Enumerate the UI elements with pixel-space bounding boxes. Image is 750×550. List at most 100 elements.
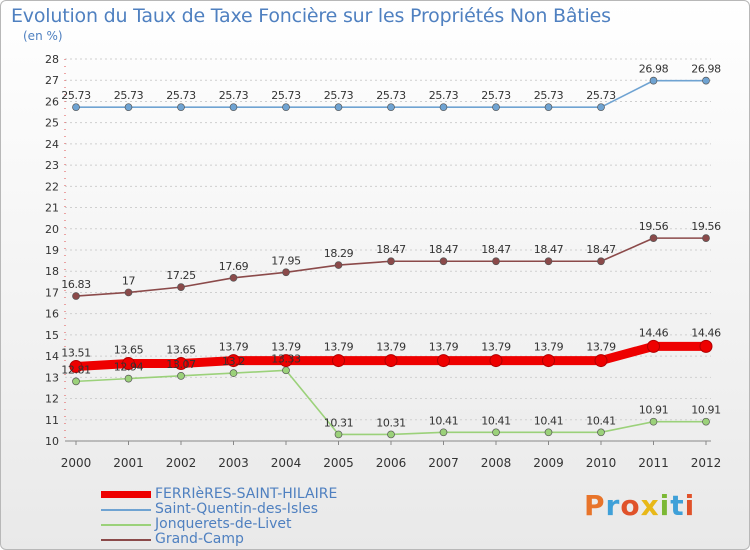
data-label: 25.73	[271, 89, 301, 102]
data-point	[702, 76, 710, 85]
data-point	[387, 430, 395, 439]
data-point	[542, 354, 555, 368]
y-tick-label: 18	[45, 265, 59, 278]
y-tick-label: 14	[45, 350, 59, 363]
data-point	[544, 103, 553, 112]
data-point	[122, 357, 135, 371]
data-label: 13.79	[219, 341, 249, 354]
data-point	[282, 268, 290, 277]
chart-title: Evolution du Taux de Taxe Foncière sur l…	[11, 5, 611, 27]
x-tick-label: 2009	[533, 456, 564, 470]
data-label: 25.73	[429, 89, 459, 102]
data-label: 13.79	[271, 341, 301, 354]
legend-label: Jonquerets-de-Livet	[155, 516, 292, 532]
x-tick-label: 2011	[638, 456, 669, 470]
data-label: 25.73	[586, 89, 616, 102]
data-point	[492, 257, 500, 266]
legend-item: Grand-Camp	[101, 532, 337, 547]
data-point	[439, 103, 448, 112]
data-label: 14.46	[691, 326, 721, 339]
data-label: 13.79	[586, 341, 616, 354]
data-label: 25.73	[219, 89, 249, 102]
data-label: 26.98	[639, 63, 669, 76]
data-label: 18.47	[534, 243, 564, 256]
x-tick-label: 2005	[323, 456, 354, 470]
data-point	[282, 103, 290, 112]
data-point	[72, 377, 80, 386]
data-label: 13.51	[61, 347, 91, 360]
y-tick-label: 13	[45, 371, 59, 384]
legend: FERRIèRES-SAINT-HILAIRE Saint-Quentin-de…	[101, 487, 337, 547]
data-point	[437, 354, 450, 368]
data-point	[647, 339, 660, 353]
data-point	[597, 103, 605, 112]
data-label: 10.91	[639, 404, 669, 417]
y-tick-label: 10	[45, 435, 59, 448]
legend-item: Saint-Quentin-des-Isles	[101, 502, 337, 517]
data-point	[279, 354, 293, 368]
y-tick-label: 23	[45, 159, 59, 172]
data-point	[702, 234, 710, 242]
y-tick-label: 15	[45, 329, 59, 342]
data-label: 25.73	[481, 89, 511, 102]
y-tick-label: 26	[45, 95, 59, 108]
data-label: 17.69	[219, 260, 249, 273]
legend-item: Jonquerets-de-Livet	[101, 517, 337, 532]
data-label: 25.73	[166, 89, 196, 102]
data-label: 10.41	[586, 414, 616, 427]
y-tick-label: 22	[45, 180, 59, 193]
data-point	[439, 428, 448, 437]
data-label: 13.79	[429, 341, 459, 354]
data-point	[702, 417, 710, 426]
data-point	[332, 354, 345, 368]
data-label: 10.41	[534, 414, 564, 427]
data-label: 14.46	[639, 326, 669, 339]
x-tick-label: 2006	[376, 456, 407, 470]
x-tick-label: 2012	[691, 456, 722, 470]
data-point	[544, 257, 553, 266]
legend-label: FERRIèRES-SAINT-HILAIRE	[155, 486, 338, 502]
x-tick-label: 2002	[166, 456, 197, 470]
data-point	[334, 103, 343, 112]
data-point	[177, 103, 185, 112]
x-tick-label: 2001	[113, 456, 144, 470]
data-label: 13.79	[481, 341, 511, 354]
x-tick-label: 2003	[218, 456, 249, 470]
data-point	[699, 339, 713, 353]
data-point	[594, 354, 608, 368]
data-point	[227, 354, 240, 368]
data-point	[229, 273, 238, 282]
data-label: 10.91	[691, 404, 721, 417]
x-tick-label: 2000	[61, 456, 92, 470]
data-label: 12.81	[61, 363, 91, 376]
legend-swatch	[101, 538, 151, 541]
data-point	[597, 257, 605, 266]
data-label: 13.2	[222, 355, 245, 368]
data-point	[229, 369, 238, 377]
data-label: 10.41	[429, 414, 459, 427]
proxiti-logo: Proxiti	[584, 489, 696, 522]
data-label: 25.73	[534, 89, 564, 102]
legend-item: FERRIèRES-SAINT-HILAIRE	[101, 487, 337, 502]
data-point	[124, 374, 133, 383]
data-point	[177, 371, 185, 380]
y-tick-label: 17	[45, 286, 59, 299]
data-label: 18.47	[376, 243, 406, 256]
y-tick-label: 16	[45, 308, 59, 321]
y-tick-label: 24	[45, 138, 59, 151]
data-label: 17	[122, 274, 136, 287]
data-point	[492, 103, 500, 112]
data-label: 25.73	[61, 89, 91, 102]
data-point	[69, 360, 83, 374]
data-label: 10.31	[324, 416, 354, 429]
data-label: 18.47	[481, 243, 511, 256]
y-tick-label: 28	[45, 53, 59, 66]
data-label: 13.65	[114, 344, 144, 357]
data-point	[72, 103, 80, 112]
data-point	[387, 103, 395, 112]
data-label: 13.65	[166, 344, 196, 357]
data-point	[384, 354, 398, 368]
data-point	[387, 257, 395, 266]
